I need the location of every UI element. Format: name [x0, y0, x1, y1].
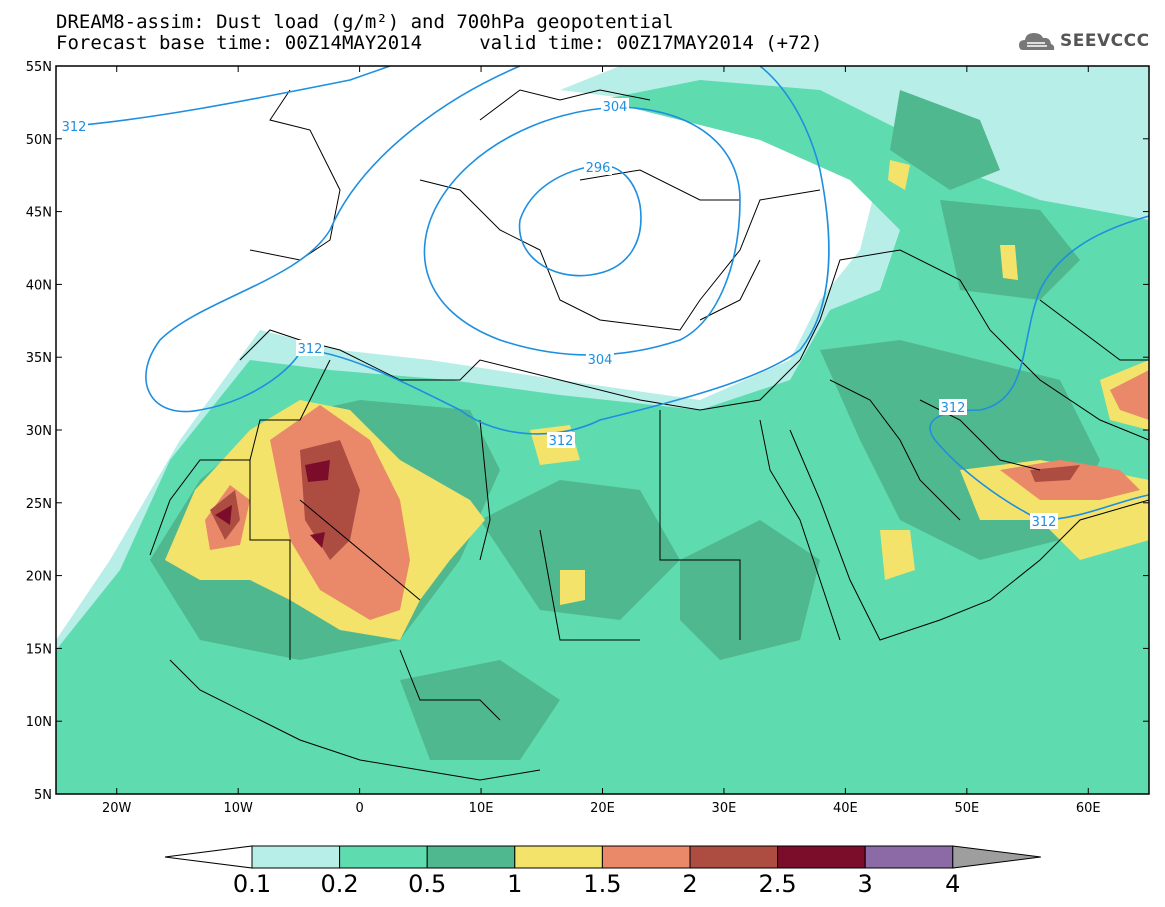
colorbar	[164, 845, 1041, 869]
contour-label: 304	[603, 100, 628, 115]
colorbar-max-arrow	[952, 845, 1041, 869]
colorbar-label: 3	[857, 870, 873, 898]
contour-label-bg	[547, 432, 575, 448]
title-line-1: DREAM8-assim: Dust load (g/m²) and 700hP…	[56, 11, 674, 33]
title-line-2: Forecast base time: 00Z14MAY2014 valid t…	[56, 32, 823, 54]
contour-label-bg	[1030, 513, 1058, 529]
contour-label-bg	[584, 159, 612, 175]
contour-label-bg	[296, 340, 324, 356]
lat-tick-label: 10N	[26, 715, 52, 730]
lat-tick-label: 40N	[26, 278, 52, 293]
lon-tick-label: 30E	[712, 801, 737, 816]
colorbar-label: 2.5	[758, 870, 797, 898]
lat-tick-label: 35N	[26, 351, 52, 366]
colorbar-segment	[251, 845, 341, 869]
cloud-icon	[1019, 33, 1055, 50]
colorbar-segment	[864, 845, 954, 869]
lon-tick-label: 20W	[102, 801, 132, 816]
lon-tick-label: 0	[355, 801, 363, 816]
contour-label-bg	[939, 399, 967, 415]
contour-label: 312	[941, 401, 966, 416]
dust-field	[56, 66, 1149, 794]
colorbar-segment	[426, 845, 516, 869]
colorbar-segment	[777, 845, 866, 869]
latitude-ticks: 55N 50N 45N 40N 35N 30N 25N 20N 15N 10N 5N	[26, 60, 1149, 803]
contour-label: 312	[298, 342, 323, 357]
colorbar-segment	[601, 845, 691, 869]
colorbar-segment	[339, 845, 428, 869]
contour-label-bg	[60, 118, 88, 134]
contour-label: 304	[588, 353, 613, 368]
lat-tick-label: 45N	[26, 206, 52, 221]
colorbar-label: 4	[945, 870, 961, 898]
contour-label: 312	[62, 120, 87, 135]
lon-tick-label: 10W	[223, 801, 253, 816]
lon-tick-label: 40E	[833, 801, 858, 816]
colorbar-min-arrow	[164, 845, 253, 869]
lat-tick-label: 5N	[34, 788, 52, 803]
lon-tick-label: 60E	[1076, 801, 1101, 816]
contour-label: 296	[586, 161, 611, 176]
lat-tick-label: 25N	[26, 497, 52, 512]
logo-text: SEEVCCC	[1060, 31, 1150, 51]
lat-tick-label: 20N	[26, 570, 52, 585]
longitude-ticks: 20W 10W 0 10E 20E 30E 40E 50E 60E	[102, 66, 1101, 816]
lon-tick-label: 20E	[590, 801, 615, 816]
colorbar-label: 0.2	[320, 870, 359, 898]
colorbar-label: 2	[682, 870, 698, 898]
lat-tick-label: 55N	[26, 60, 52, 75]
contour-label: 312	[549, 434, 574, 449]
lon-tick-label: 10E	[469, 801, 494, 816]
colorbar-label: 0.5	[408, 870, 447, 898]
contour-labels: 312 304 296 304 312 312 312 312	[60, 98, 1058, 530]
contour-label-bg	[601, 98, 629, 114]
lat-tick-label: 50N	[26, 133, 52, 148]
colorbar-segment	[514, 845, 603, 869]
lat-tick-label: 30N	[26, 424, 52, 439]
lat-tick-label: 15N	[26, 642, 52, 657]
colorbar-label: 1	[507, 870, 523, 898]
colorbar-label: 1.5	[583, 870, 622, 898]
lon-tick-label: 50E	[954, 801, 979, 816]
coastlines	[149, 89, 1149, 781]
colorbar-label: 0.1	[232, 870, 272, 898]
contour-label-bg	[586, 351, 614, 367]
contour-label: 312	[1032, 515, 1057, 530]
colorbar-segment	[689, 845, 779, 869]
